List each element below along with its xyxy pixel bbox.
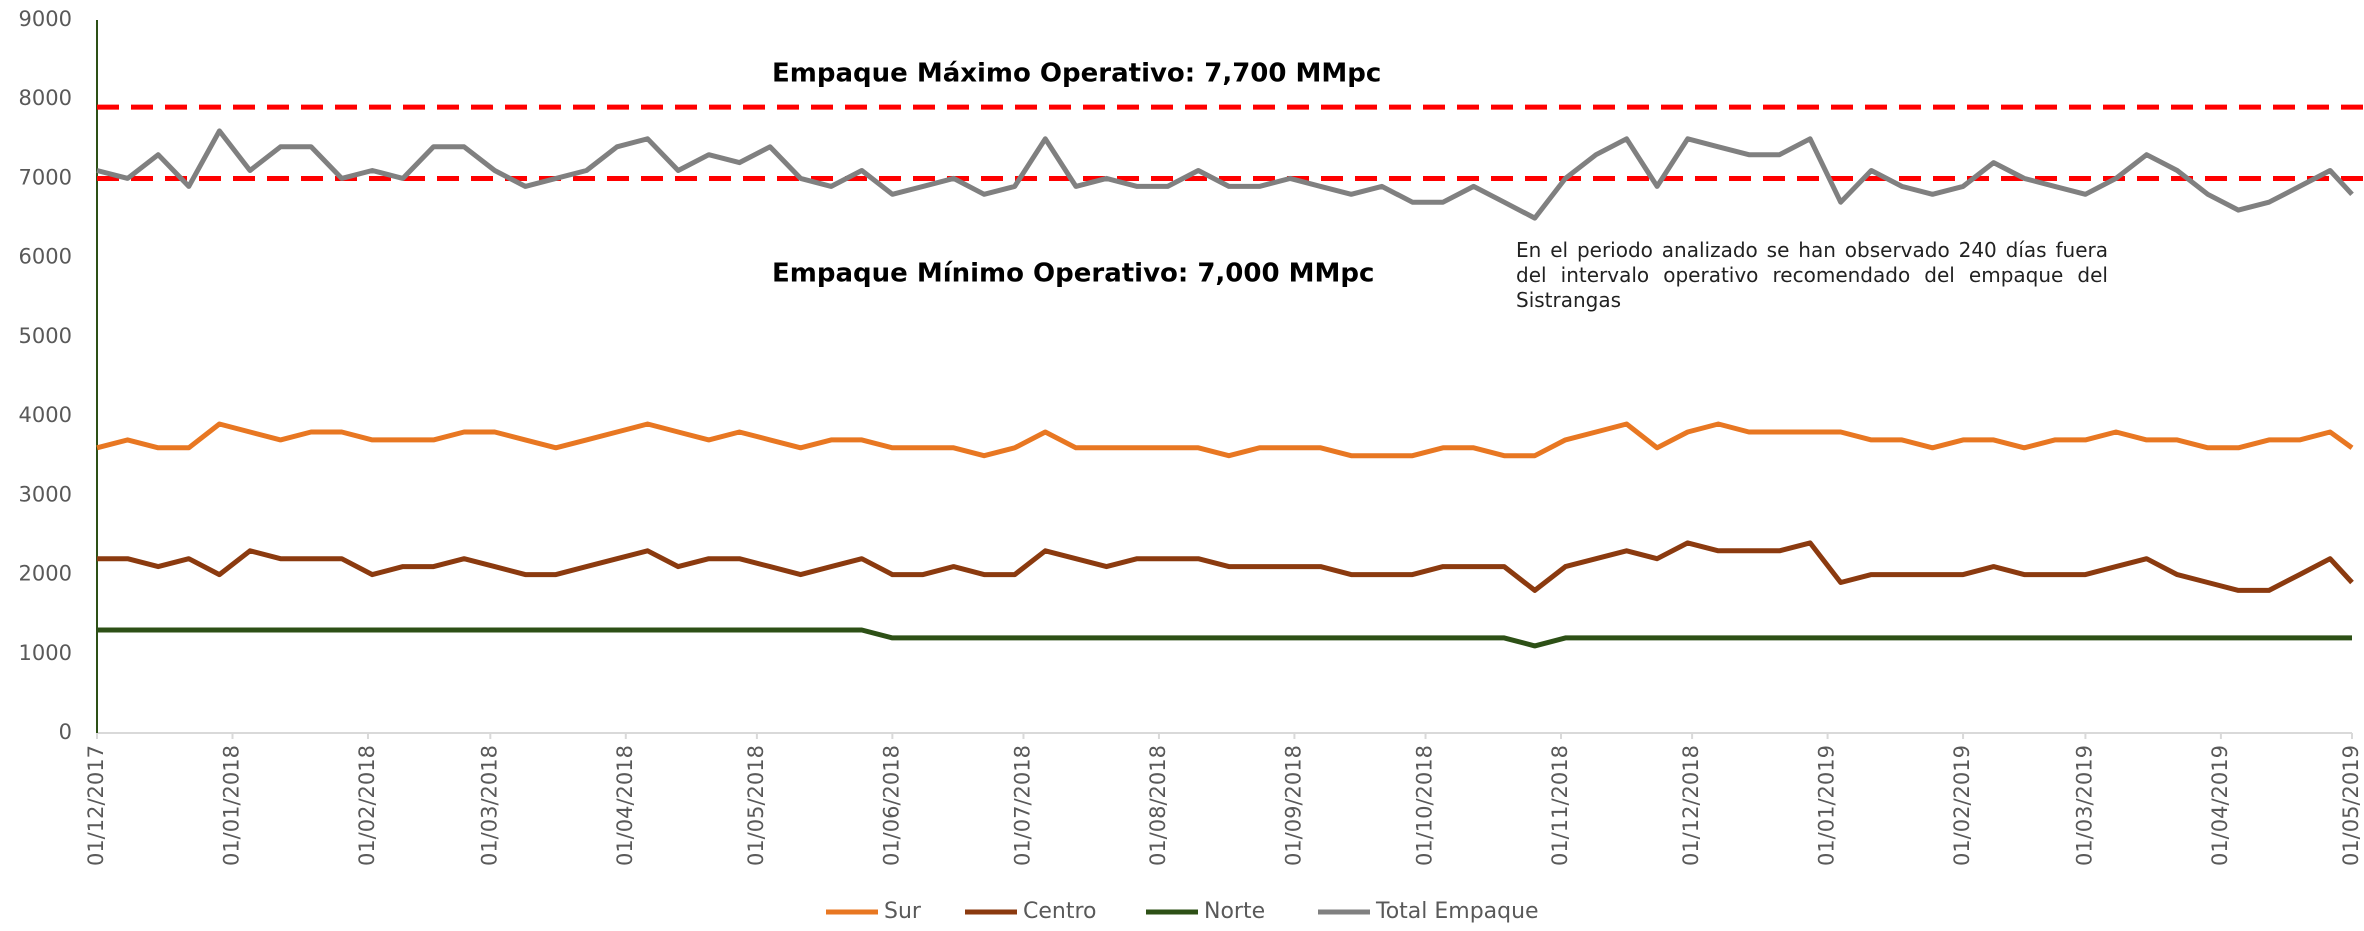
y-tick-label: 9000: [19, 7, 72, 31]
y-tick-label: 4000: [19, 403, 72, 427]
x-tick-label: 01/05/2018: [744, 745, 768, 866]
legend-label: Norte: [1204, 899, 1265, 924]
x-tick-label: 01/03/2018: [477, 745, 501, 866]
x-tick-label: 01/03/2019: [2072, 745, 2096, 866]
x-tick-label: 01/04/2018: [613, 745, 637, 866]
legend-label: Total Empaque: [1375, 899, 1539, 924]
y-tick-label: 6000: [19, 245, 72, 269]
annotation-box: En el periodo analizado se han observado…: [1516, 238, 2108, 312]
annotation: Empaque Mínimo Operativo: 7,000 MMpc: [772, 259, 1374, 289]
series-line: [97, 627, 2352, 649]
y-tick-label: 2000: [19, 562, 72, 586]
x-tick-label: 01/02/2018: [355, 745, 379, 866]
x-tick-label: 01/07/2018: [1010, 745, 1034, 866]
x-tick-label: 01/08/2018: [1146, 745, 1170, 866]
x-tick-label: 01/01/2019: [1815, 745, 1839, 866]
y-tick-label: 7000: [19, 165, 72, 189]
legend-label: Centro: [1023, 899, 1097, 924]
x-tick-label: 01/06/2018: [879, 745, 903, 866]
y-tick-label: 3000: [19, 482, 72, 506]
x-tick-label: 01/12/2018: [1679, 745, 1703, 866]
x-tick-label: 01/12/2017: [84, 745, 108, 866]
x-tick-label: 01/01/2018: [219, 745, 243, 866]
annotation: Empaque Máximo Operativo: 7,700 MMpc: [772, 59, 1381, 89]
x-tick-label: 01/09/2018: [1281, 745, 1305, 866]
x-tick-label: 01/05/2019: [2339, 745, 2363, 866]
x-tick-label: 01/02/2019: [1950, 745, 1974, 866]
x-tick-label: 01/04/2019: [2208, 745, 2232, 866]
y-tick-label: 1000: [19, 641, 72, 665]
y-tick-label: 0: [59, 720, 72, 744]
series-line: [97, 540, 2354, 593]
x-tick-label: 01/11/2018: [1548, 745, 1572, 866]
y-tick-label: 8000: [19, 86, 72, 110]
series-line: [96, 128, 2354, 221]
series-line: [96, 421, 2354, 459]
y-tick-label: 5000: [19, 324, 72, 348]
annotation: En el periodo analizado se han observado…: [1516, 238, 2108, 312]
legend-label: Sur: [884, 899, 922, 924]
x-tick-label: 01/10/2018: [1413, 745, 1437, 866]
